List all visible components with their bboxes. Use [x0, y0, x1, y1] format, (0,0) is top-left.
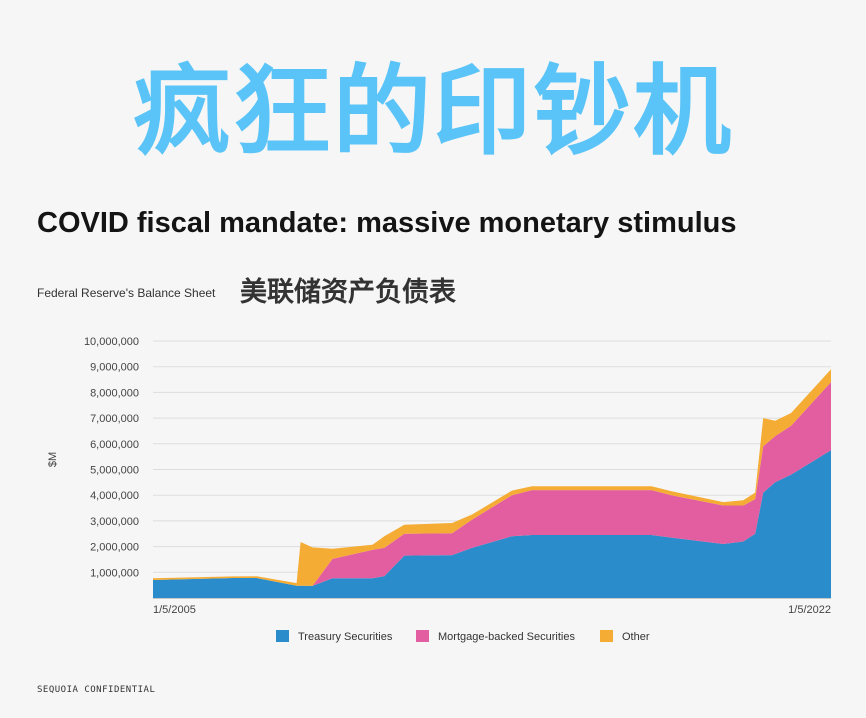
y-tick-label: 10,000,000 — [84, 336, 139, 348]
balance-sheet-chart: 1,000,000 2,000,000 3,000,000 4,000,000 5,00… — [47, 336, 831, 643]
y-tick-label: 3,000,000 — [90, 516, 139, 528]
headline: COVID fiscal mandate: massive monetary s… — [37, 207, 737, 239]
x-tick-label: 1/5/2005 — [153, 604, 196, 616]
y-tick-label: 9,000,000 — [90, 362, 139, 374]
big-title: 疯狂的印钞机 — [132, 55, 733, 169]
chart-subtitle: Federal Reserve's Balance Sheet — [37, 286, 216, 300]
area-treasury-securities — [153, 450, 831, 598]
y-tick-label: 6,000,000 — [90, 439, 139, 451]
y-tick-label: 1,000,000 — [90, 567, 139, 579]
area-mortgage-backed-securities — [153, 382, 831, 586]
y-tick-label: 5,000,000 — [90, 465, 139, 477]
legend-swatch — [276, 630, 289, 642]
legend-swatch — [600, 630, 613, 642]
y-tick-label: 2,000,000 — [90, 542, 139, 554]
footer-confidential: SEQUOIA CONFIDENTIAL — [37, 685, 156, 695]
y-tick-label: 4,000,000 — [90, 490, 139, 502]
cn-subtitle: 美联储资产负债表 — [240, 277, 456, 308]
y-axis-label: $M — [47, 452, 59, 467]
x-tick-label: 1/5/2022 — [788, 604, 831, 616]
y-tick-label: 7,000,000 — [90, 413, 139, 425]
legend-label: Other — [622, 631, 650, 643]
legend-label: Mortgage-backed Securities — [438, 631, 575, 643]
y-tick-label: 8,000,000 — [90, 387, 139, 399]
legend-label: Treasury Securities — [298, 631, 393, 643]
legend-swatch — [416, 630, 429, 642]
